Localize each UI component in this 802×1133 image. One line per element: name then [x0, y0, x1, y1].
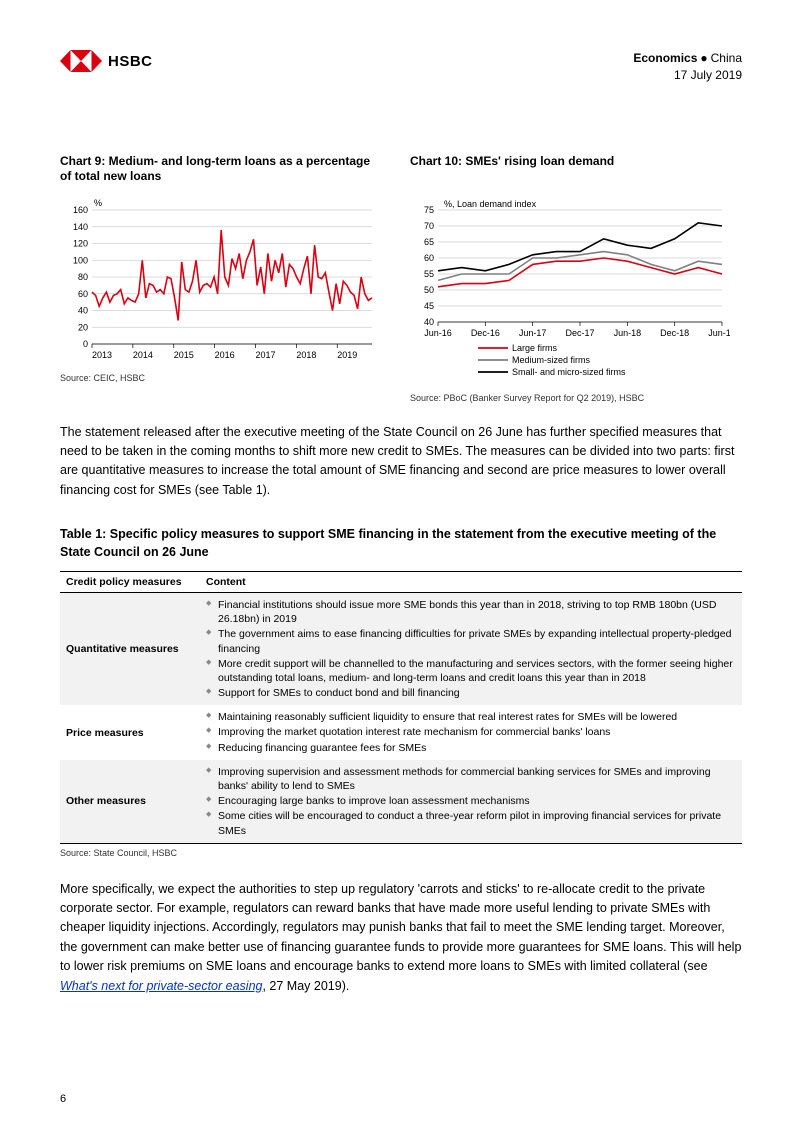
header-date: 17 July 2019: [633, 67, 742, 84]
chart10-title: Chart 10: SMEs' rising loan demand: [410, 154, 730, 186]
chart10-svg: 40 45 50 55 60 65 70 75 %, Loan demand index Jun-…: [410, 196, 730, 386]
table-col-measures: Credit policy measures: [60, 572, 200, 593]
svg-text:Dec-18: Dec-18: [660, 328, 689, 338]
chart9-source: Source: CEIC, HSBC: [60, 373, 380, 383]
header-country: China: [711, 51, 742, 65]
table-content-item: Reducing financing guarantee fees for SM…: [206, 741, 736, 755]
svg-text:2016: 2016: [215, 350, 235, 360]
table-content-item: Improving supervision and assessment met…: [206, 765, 736, 793]
svg-text:2013: 2013: [92, 350, 112, 360]
table-content-item: Improving the market quotation interest …: [206, 725, 736, 739]
private-sector-easing-link[interactable]: What's next for private-sector easing: [60, 979, 262, 993]
table-content-item: Encouraging large banks to improve loan …: [206, 794, 736, 808]
table-content-item: Maintaining reasonably sufficient liquid…: [206, 710, 736, 724]
svg-text:Jun-17: Jun-17: [519, 328, 547, 338]
svg-text:20: 20: [78, 322, 88, 332]
svg-text:2017: 2017: [256, 350, 276, 360]
svg-text:60: 60: [424, 253, 434, 263]
svg-text:Dec-17: Dec-17: [565, 328, 594, 338]
paragraph-2: More specifically, we expect the authori…: [60, 880, 742, 996]
chart10-source: Source: PBoC (Banker Survey Report for Q…: [410, 393, 730, 403]
table1-source: Source: State Council, HSBC: [60, 848, 742, 858]
svg-text:120: 120: [73, 238, 88, 248]
chart10-block: Chart 10: SMEs' rising loan demand 40 45 5…: [410, 154, 730, 403]
svg-text:75: 75: [424, 205, 434, 215]
chart9-title: Chart 9: Medium- and long-term loans as …: [60, 154, 380, 186]
policy-table: Credit policy measures Content Quantitat…: [60, 571, 742, 844]
svg-text:60: 60: [78, 288, 88, 298]
svg-text:70: 70: [424, 221, 434, 231]
svg-text:45: 45: [424, 301, 434, 311]
table-content-item: More credit support will be channelled t…: [206, 657, 736, 685]
table-content-item: Financial institutions should issue more…: [206, 598, 736, 626]
table1-title: Table 1: Specific policy measures to sup…: [60, 526, 742, 561]
paragraph-1: The statement released after the executi…: [60, 423, 742, 501]
svg-text:65: 65: [424, 237, 434, 247]
svg-text:40: 40: [78, 305, 88, 315]
table-measure-cell: Other measures: [60, 760, 200, 843]
svg-text:0: 0: [83, 339, 88, 349]
chart9-svg: 0 20 40 60 80 100 120 140 160% 2013 2014 2015 2016 20…: [60, 196, 380, 366]
table-content-item: The government aims to ease financing di…: [206, 627, 736, 655]
svg-text:140: 140: [73, 221, 88, 231]
svg-text:Small- and micro-sized firms: Small- and micro-sized firms: [512, 367, 626, 377]
svg-text:Jun-18: Jun-18: [614, 328, 642, 338]
header-category: Economics: [633, 51, 697, 65]
svg-text:Jun-19: Jun-19: [708, 328, 730, 338]
svg-text:Dec-16: Dec-16: [471, 328, 500, 338]
brand-name: HSBC: [108, 53, 153, 70]
page-header: HSBC Economics●China 17 July 2019: [60, 50, 742, 84]
page-number: 6: [60, 1093, 66, 1105]
svg-text:Large firms: Large firms: [512, 343, 558, 353]
hsbc-hexagon-icon: [60, 50, 102, 72]
table-measure-cell: Quantitative measures: [60, 593, 200, 706]
svg-text:160: 160: [73, 205, 88, 215]
table-content-cell: Improving supervision and assessment met…: [200, 760, 742, 843]
svg-text:2014: 2014: [133, 350, 153, 360]
svg-text:2019: 2019: [337, 350, 357, 360]
svg-text:2018: 2018: [296, 350, 316, 360]
para2-post: , 27 May 2019).: [262, 979, 349, 993]
svg-text:%, Loan demand index: %, Loan demand index: [444, 199, 537, 209]
table-content-cell: Financial institutions should issue more…: [200, 593, 742, 706]
table-content-item: Support for SMEs to conduct bond and bil…: [206, 686, 736, 700]
para2-pre: More specifically, we expect the authori…: [60, 882, 741, 974]
hsbc-logo: HSBC: [60, 50, 153, 72]
svg-text:Medium-sized firms: Medium-sized firms: [512, 355, 591, 365]
table-content-item: Some cities will be encouraged to conduc…: [206, 809, 736, 837]
svg-text:%: %: [94, 198, 102, 208]
table-measure-cell: Price measures: [60, 705, 200, 760]
svg-text:2015: 2015: [174, 350, 194, 360]
svg-text:50: 50: [424, 285, 434, 295]
svg-text:55: 55: [424, 269, 434, 279]
header-meta: Economics●China 17 July 2019: [633, 50, 742, 84]
svg-text:80: 80: [78, 272, 88, 282]
svg-text:40: 40: [424, 317, 434, 327]
table-content-cell: Maintaining reasonably sufficient liquid…: [200, 705, 742, 760]
table-col-content: Content: [200, 572, 742, 593]
svg-text:100: 100: [73, 255, 88, 265]
chart9-block: Chart 9: Medium- and long-term loans as …: [60, 154, 380, 403]
svg-text:Jun-16: Jun-16: [424, 328, 452, 338]
